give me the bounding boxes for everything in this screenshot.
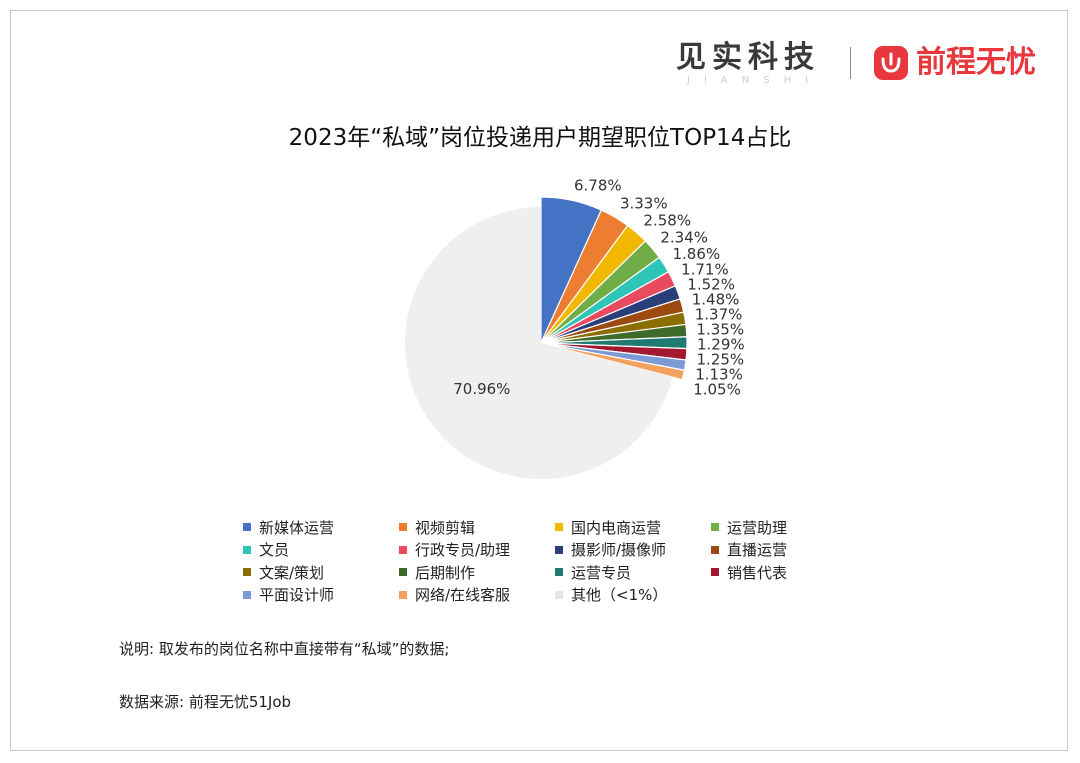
legend-label: 其他（<1%） bbox=[571, 586, 668, 605]
pie-data-label-1: 3.33% bbox=[620, 194, 668, 212]
legend-item: 摄影师/摄像师 bbox=[555, 539, 711, 562]
pie-data-label-0: 6.78% bbox=[574, 177, 622, 195]
legend-label: 运营专员 bbox=[571, 563, 632, 582]
legend-item: 网络/在线客服 bbox=[399, 584, 555, 607]
legend-item: 行政专员/助理 bbox=[399, 539, 555, 562]
logo-divider bbox=[850, 47, 851, 79]
pie-data-label-7: 1.48% bbox=[692, 290, 740, 308]
legend-swatch bbox=[243, 590, 251, 599]
pie-data-label-5: 1.71% bbox=[681, 260, 729, 278]
legend-swatch bbox=[711, 568, 719, 577]
legend-item: 直播运营 bbox=[711, 539, 867, 562]
legend-label: 网络/在线客服 bbox=[415, 586, 511, 605]
legend-swatch bbox=[399, 523, 407, 532]
jianshi-logo: 见实科技 bbox=[676, 40, 820, 75]
legend-label: 运营助理 bbox=[727, 518, 788, 537]
legend-label: 新媒体运营 bbox=[259, 518, 335, 537]
legend-label: 后期制作 bbox=[415, 563, 476, 582]
qiancheng-logo: 前程无忧 bbox=[916, 45, 1036, 80]
pie-data-label-12: 1.13% bbox=[695, 365, 743, 383]
legend-label: 摄影师/摄像师 bbox=[571, 541, 667, 560]
pie-data-label-9: 1.35% bbox=[696, 320, 744, 338]
legend-item: 新媒体运营 bbox=[243, 516, 399, 539]
legend-item: 国内电商运营 bbox=[555, 516, 711, 539]
legend-swatch bbox=[711, 545, 719, 554]
legend-label: 文员 bbox=[259, 541, 290, 560]
legend-label: 平面设计师 bbox=[259, 586, 335, 605]
chart-note: 说明: 取发布的岗位名称中直接带有“私域”的数据; bbox=[119, 640, 450, 658]
legend-item: 平面设计师 bbox=[243, 584, 399, 607]
legend-swatch bbox=[555, 568, 563, 577]
legend-label: 文案/策划 bbox=[259, 563, 325, 582]
legend-swatch bbox=[555, 545, 563, 554]
legend-swatch bbox=[243, 545, 251, 554]
legend-item: 文案/策划 bbox=[243, 561, 399, 584]
jianshi-logo-sub: JIANSHI bbox=[687, 75, 823, 86]
pie-slice-13 bbox=[540, 342, 686, 381]
pie-data-label-8: 1.37% bbox=[695, 305, 743, 323]
legend-swatch bbox=[555, 590, 563, 599]
pie-slice-14 bbox=[405, 207, 673, 479]
pie-data-label-4: 1.86% bbox=[673, 245, 721, 263]
legend-label: 行政专员/助理 bbox=[415, 541, 511, 560]
pie-data-label-3: 2.34% bbox=[660, 229, 708, 247]
pie-chart: 6.78%3.33%2.58%2.34%1.86%1.71%1.52%1.48%… bbox=[405, 177, 745, 479]
legend-label: 销售代表 bbox=[727, 563, 788, 582]
legend-swatch bbox=[243, 568, 251, 577]
pie-data-label-2: 2.58% bbox=[643, 211, 691, 229]
pie-data-label-13: 1.05% bbox=[693, 380, 741, 398]
pie-data-label-14: 70.96% bbox=[453, 380, 510, 398]
legend-item: 视频剪辑 bbox=[399, 516, 555, 539]
pie-data-label-6: 1.52% bbox=[687, 275, 735, 293]
legend-item: 运营助理 bbox=[711, 516, 867, 539]
legend-item: 销售代表 bbox=[711, 561, 867, 584]
legend-label: 直播运营 bbox=[727, 541, 788, 560]
pie-data-label-11: 1.25% bbox=[697, 350, 745, 368]
pie-data-label-10: 1.29% bbox=[697, 335, 745, 353]
data-source: 数据来源: 前程无忧51Job bbox=[119, 693, 292, 711]
legend-label: 视频剪辑 bbox=[415, 518, 476, 537]
legend-swatch bbox=[399, 545, 407, 554]
legend-item: 其他（<1%） bbox=[555, 584, 711, 607]
legend-swatch bbox=[711, 523, 719, 532]
qiancheng-logo-icon bbox=[874, 46, 908, 80]
legend-label: 国内电商运营 bbox=[571, 518, 662, 537]
legend-item: 运营专员 bbox=[555, 561, 711, 584]
legend-item: 文员 bbox=[243, 539, 399, 562]
legend-item: 后期制作 bbox=[399, 561, 555, 584]
legend-swatch bbox=[555, 523, 563, 532]
legend-swatch bbox=[399, 568, 407, 577]
legend-swatch bbox=[243, 523, 251, 532]
legend-swatch bbox=[399, 590, 407, 599]
chart-legend: 新媒体运营 视频剪辑 国内电商运营 运营助理文员 行政专员/助理 摄影师/摄像师 直播运营文… bbox=[243, 516, 883, 606]
chart-title: 2023年“私域”岗位投递用户期望职位TOP14占比 bbox=[288, 125, 792, 151]
chart-frame: 见实科技 JIANSHI 前程无忧 2023年“私域”岗位投递用户期望职位TOP… bbox=[10, 10, 1068, 751]
